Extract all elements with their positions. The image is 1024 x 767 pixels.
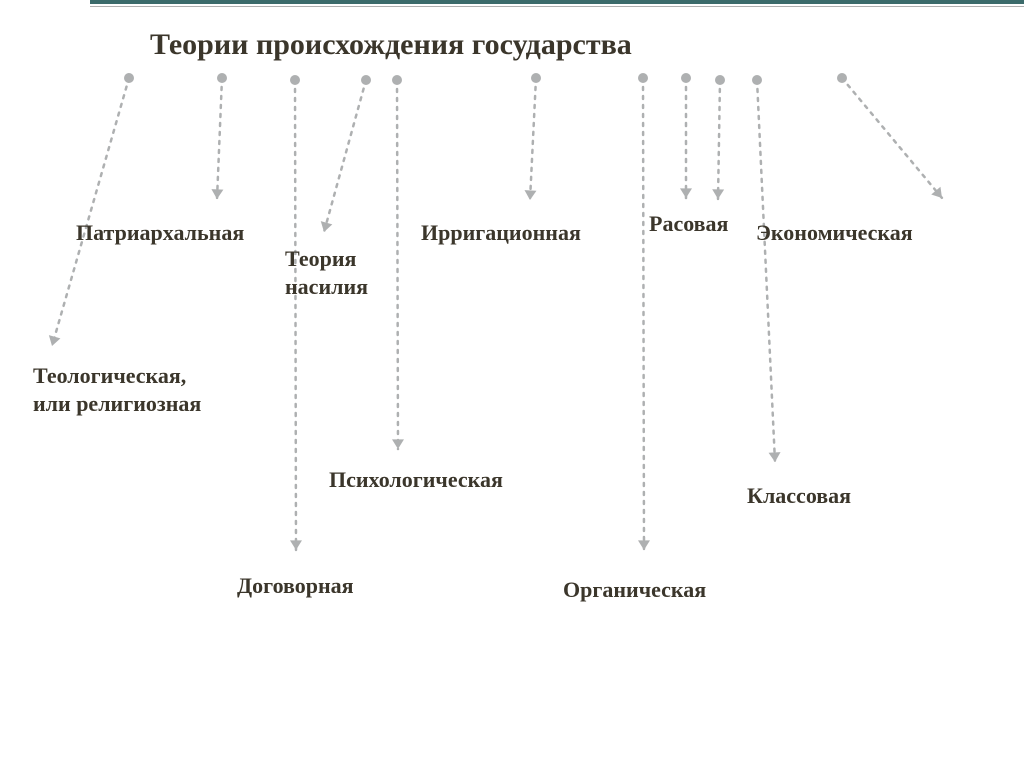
theory-label: Расовая bbox=[649, 210, 728, 238]
arrow-origin-dot bbox=[531, 73, 541, 83]
theory-label: Договорная bbox=[237, 572, 354, 600]
arrow-origin-dot bbox=[638, 73, 648, 83]
theory-label: Психологическая bbox=[329, 466, 503, 494]
theory-label: Ирригационная bbox=[421, 219, 581, 247]
arrow-line bbox=[842, 78, 942, 198]
arrow-head-icon bbox=[680, 188, 692, 198]
arrow-line bbox=[217, 78, 222, 199]
arrow-origin-dot bbox=[681, 73, 691, 83]
arrow-origin-dot bbox=[217, 73, 227, 83]
arrow-origin-dot bbox=[752, 75, 762, 85]
arrow-head-icon bbox=[321, 221, 333, 232]
top-border-thick bbox=[90, 0, 1024, 4]
arrow-line bbox=[52, 78, 129, 346]
top-border-thin bbox=[90, 6, 1024, 7]
arrow-head-icon bbox=[49, 335, 61, 346]
theory-label: Органическая bbox=[563, 576, 706, 604]
arrow-origin-dot bbox=[715, 75, 725, 85]
arrow-origin-dot bbox=[290, 75, 300, 85]
arrow-line bbox=[530, 78, 536, 200]
arrow-line bbox=[295, 80, 296, 550]
arrow-head-icon bbox=[638, 540, 650, 550]
page-title: Теории происхождения государства bbox=[150, 28, 632, 62]
arrow-head-icon bbox=[712, 189, 724, 199]
arrow-line bbox=[757, 80, 775, 462]
arrow-origin-dot bbox=[392, 75, 402, 85]
arrow-origin-dot bbox=[361, 75, 371, 85]
arrow-line bbox=[324, 80, 366, 232]
arrow-head-icon bbox=[392, 439, 404, 449]
arrow-head-icon bbox=[290, 540, 302, 550]
arrow-head-icon bbox=[931, 187, 942, 198]
arrow-line bbox=[718, 80, 720, 199]
arrow-origin-dot bbox=[837, 73, 847, 83]
theory-label: Теологическая, или религиозная bbox=[33, 362, 201, 417]
arrow-head-icon bbox=[211, 189, 223, 199]
arrow-head-icon bbox=[524, 190, 536, 200]
theory-label: Классовая bbox=[747, 482, 851, 510]
arrow-origin-dot bbox=[124, 73, 134, 83]
arrow-head-icon bbox=[769, 452, 781, 462]
theory-label: Теория насилия bbox=[285, 245, 368, 300]
arrow-line bbox=[643, 78, 644, 550]
theory-label: Патриархальная bbox=[76, 219, 244, 247]
arrow-line bbox=[397, 80, 398, 449]
theory-label: Экономическая bbox=[756, 219, 913, 247]
